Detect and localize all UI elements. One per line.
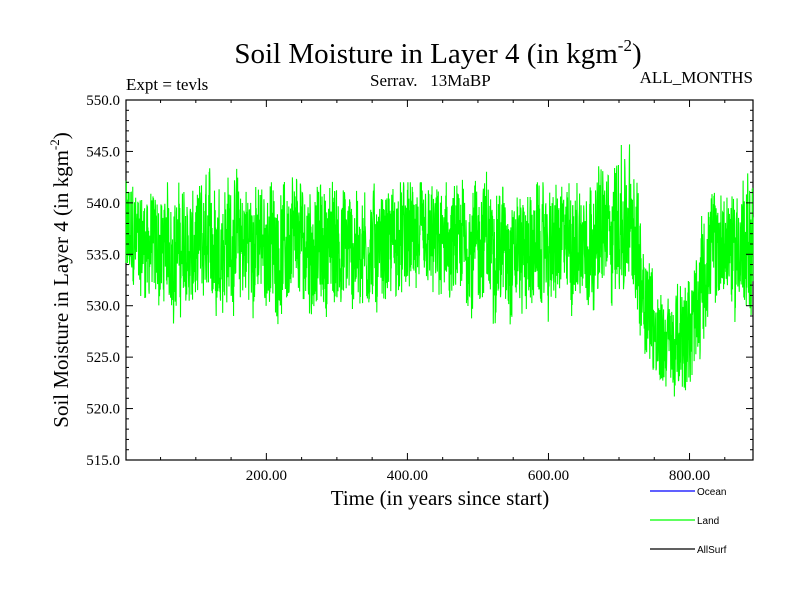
y-axis-label: Soil Moisture in Layer 4 (in kgm-2): [47, 132, 73, 427]
y-tick-label: 525.0: [86, 350, 120, 366]
series-line-land: [125, 144, 754, 397]
subtitle-center: Serrav. 13MaBP: [370, 71, 491, 90]
chart-title-main: Soil Moisture in Layer 4 (in kgm: [234, 38, 618, 70]
x-tick-label: 600.00: [528, 468, 569, 484]
y-axis-label-superscript: -2: [47, 139, 62, 150]
legend-label-ocean: Ocean: [697, 487, 726, 498]
ticks-layer: 515.0 520.0 525.0 530.0 535.0 540.0 545.0 550.0…: [86, 93, 753, 484]
y-tick-label: 520.0: [86, 402, 120, 418]
x-tick-label: 400.00: [387, 468, 428, 484]
legend: Ocean Land AllSurf: [650, 487, 727, 556]
y-tick-label: 540.0: [86, 196, 120, 212]
y-axis-label-close: ): [49, 132, 73, 139]
y-axis-label-main: Soil Moisture in Layer 4 (in kgm: [49, 150, 73, 428]
series-layer: [125, 144, 754, 397]
y-tick-label: 530.0: [86, 299, 120, 315]
y-tick-label: 535.0: [86, 247, 120, 263]
x-axis-label: Time (in years since start): [331, 486, 550, 510]
legend-label-allsurf: AllSurf: [697, 545, 727, 556]
legend-label-land: Land: [697, 516, 719, 527]
chart-title-superscript: -2: [618, 36, 632, 55]
y-tick-label: 550.0: [86, 93, 120, 109]
subtitle-right: ALL_MONTHS: [640, 68, 753, 87]
y-tick-label: 515.0: [86, 453, 120, 469]
y-tick-label: 545.0: [86, 144, 120, 160]
subtitle-left: Expt = tevls: [126, 75, 208, 94]
x-tick-label: 800.00: [669, 468, 710, 484]
x-tick-label: 200.00: [246, 468, 287, 484]
chart-title-close: ): [632, 38, 642, 70]
chart-title: Soil Moisture in Layer 4 (in kgm-2): [234, 36, 641, 70]
